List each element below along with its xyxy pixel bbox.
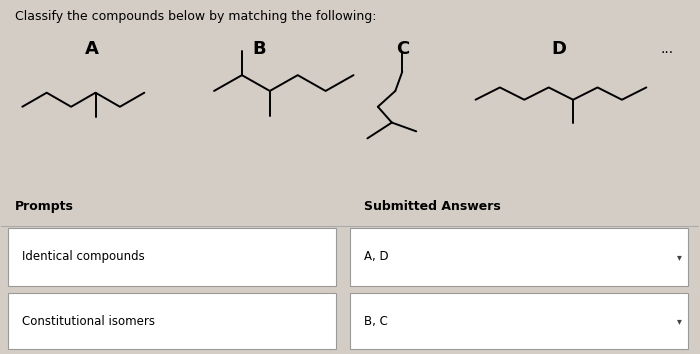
Text: D: D	[552, 40, 567, 58]
FancyBboxPatch shape	[350, 228, 688, 286]
Text: A: A	[85, 40, 99, 58]
FancyBboxPatch shape	[8, 228, 336, 286]
Text: Identical compounds: Identical compounds	[22, 250, 145, 263]
Text: Submitted Answers: Submitted Answers	[364, 200, 500, 213]
Text: Classify the compounds below by matching the following:: Classify the compounds below by matching…	[15, 10, 377, 23]
Text: A, D: A, D	[364, 250, 388, 263]
Text: Prompts: Prompts	[15, 200, 74, 213]
Text: ▾: ▾	[677, 316, 682, 326]
Text: ▾: ▾	[677, 252, 682, 262]
Text: ...: ...	[661, 42, 674, 56]
Text: Constitutional isomers: Constitutional isomers	[22, 314, 155, 327]
FancyBboxPatch shape	[350, 293, 688, 349]
FancyBboxPatch shape	[8, 293, 336, 349]
Text: B, C: B, C	[364, 314, 388, 327]
Text: B: B	[253, 40, 266, 58]
Text: C: C	[395, 40, 409, 58]
